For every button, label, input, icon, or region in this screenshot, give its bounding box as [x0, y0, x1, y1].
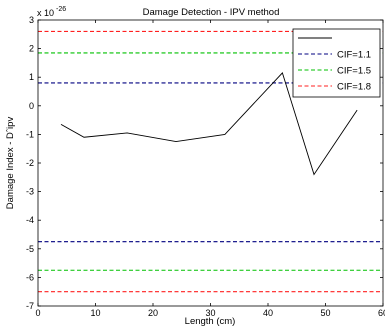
y-exponent-power: -26	[56, 6, 66, 13]
legend-label-2: CIF=1.1	[337, 50, 371, 61]
y-tick-label: -1	[26, 129, 34, 139]
legend: CIF=1.1 CIF=1.5 CIF=1.8	[292, 28, 381, 98]
y-tick-label: -6	[26, 272, 34, 282]
y-tick-label: -5	[26, 244, 34, 254]
y-tick-label: -3	[26, 187, 34, 197]
series-lines	[60, 72, 358, 176]
y-tick-label: 2	[29, 44, 34, 54]
x-tick-label: 50	[320, 308, 330, 318]
legend-label-3: CIF=1.5	[337, 66, 371, 77]
y-tick-label: 3	[29, 15, 34, 25]
x-tick-label: 10	[90, 308, 100, 318]
x-tick-label: 0	[35, 308, 40, 318]
chart-title: Damage Detection - IPV method	[143, 7, 280, 18]
y-tick-label: -2	[26, 158, 34, 168]
y-axis: -7 -6 -5 -4 -3 -2 -1 0 1 2 3	[26, 15, 383, 311]
y-tick-label: 1	[29, 72, 34, 82]
y-tick-label: -4	[26, 215, 34, 225]
x-axis-label: Length (cm)	[185, 316, 236, 327]
y-exponent-prefix: x 10	[37, 8, 54, 18]
x-axis: 0 10 20 30 40 50 60	[35, 20, 385, 318]
x-tick-label: 40	[263, 308, 273, 318]
legend-label-4: CIF=1.8	[337, 82, 371, 93]
y-tick-label: 0	[29, 101, 34, 111]
series-line-1	[60, 72, 358, 176]
x-tick-label: 20	[148, 308, 158, 318]
y-tick-label: -7	[26, 301, 34, 311]
x-tick-label: 60	[378, 308, 385, 318]
y-axis-label: Damage Index - Dˆipv	[5, 117, 16, 210]
x-tick-label: 30	[205, 308, 215, 318]
